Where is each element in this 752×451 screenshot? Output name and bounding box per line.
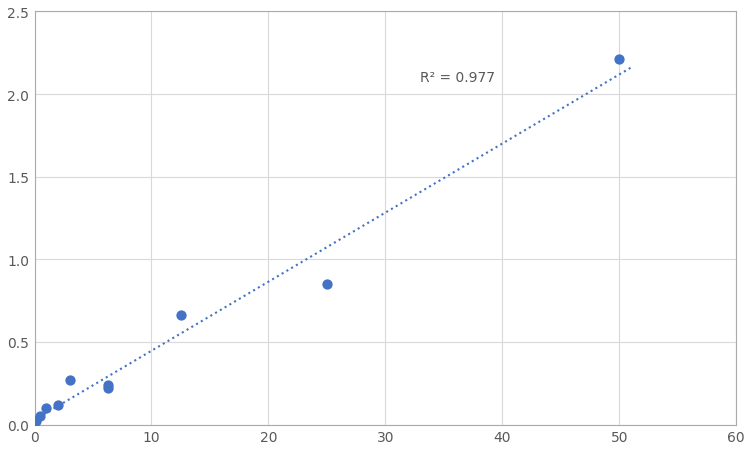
Text: R² = 0.977: R² = 0.977 [420,71,496,85]
Point [40,405,52,412]
Point [102,385,114,392]
Point [52,401,64,409]
Point [614,57,626,64]
Point [64,377,76,384]
Point [102,382,114,389]
Point [30,418,42,425]
Point [35,413,47,420]
Point [321,281,333,288]
Point [174,312,186,319]
